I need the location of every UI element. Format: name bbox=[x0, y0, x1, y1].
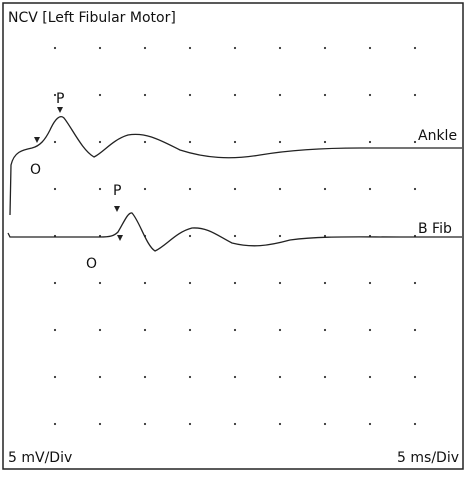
grid-dot bbox=[413, 422, 417, 426]
grid-dot bbox=[98, 422, 102, 426]
grid-dot bbox=[143, 140, 147, 144]
grid-dot bbox=[233, 234, 237, 238]
title: NCV [Left Fibular Motor] bbox=[8, 10, 176, 26]
grid-dot bbox=[368, 328, 372, 332]
grid-dot bbox=[188, 281, 192, 285]
grid-dot bbox=[368, 375, 372, 379]
grid-dot bbox=[413, 187, 417, 191]
grid-dot bbox=[368, 281, 372, 285]
ankle-peak-label: P bbox=[56, 91, 64, 107]
grid-dot bbox=[233, 93, 237, 97]
grid-dot bbox=[233, 328, 237, 332]
grid-dot bbox=[98, 46, 102, 50]
grid-dot bbox=[278, 234, 282, 238]
grid-dot bbox=[368, 422, 372, 426]
grid-dot bbox=[323, 281, 327, 285]
grid-dot bbox=[98, 140, 102, 144]
grid-dot bbox=[323, 328, 327, 332]
grid-dot bbox=[53, 375, 57, 379]
grid-dot bbox=[413, 140, 417, 144]
grid-dot bbox=[233, 187, 237, 191]
grid-dot bbox=[53, 328, 57, 332]
grid-dot bbox=[278, 187, 282, 191]
grid-dot bbox=[278, 93, 282, 97]
grid-dot bbox=[323, 375, 327, 379]
bfib-onset-label: O bbox=[86, 256, 97, 272]
grid-dot bbox=[143, 328, 147, 332]
ankle-trace bbox=[9, 115, 462, 216]
grid-dot bbox=[278, 328, 282, 332]
grid-dot bbox=[143, 187, 147, 191]
grid-dot bbox=[233, 140, 237, 144]
grid-dot bbox=[368, 93, 372, 97]
grid-dot bbox=[143, 93, 147, 97]
grid-dot bbox=[233, 281, 237, 285]
grid-dot bbox=[53, 281, 57, 285]
grid-dot bbox=[98, 187, 102, 191]
grid-dot bbox=[233, 375, 237, 379]
grid-dot bbox=[413, 281, 417, 285]
ankle-peak-marker bbox=[57, 107, 63, 113]
frame bbox=[2, 2, 464, 470]
grid-dot bbox=[143, 422, 147, 426]
grid-dot bbox=[233, 422, 237, 426]
grid-dot bbox=[233, 46, 237, 50]
ankle-onset-label: O bbox=[30, 162, 41, 178]
grid-dot bbox=[143, 281, 147, 285]
grid-dot bbox=[188, 375, 192, 379]
time-scale: 5 ms/Div bbox=[397, 450, 459, 466]
grid-dot bbox=[98, 375, 102, 379]
grid-dot bbox=[53, 422, 57, 426]
grid-dot bbox=[413, 93, 417, 97]
grid-dot bbox=[53, 140, 57, 144]
bfib-trace bbox=[7, 212, 462, 252]
grid-dot bbox=[53, 46, 57, 50]
grid-dot bbox=[53, 187, 57, 191]
bfib-peak-label: P bbox=[113, 183, 121, 199]
grid-dot bbox=[368, 187, 372, 191]
grid-dot bbox=[323, 187, 327, 191]
grid-dot bbox=[98, 328, 102, 332]
grid-dot bbox=[143, 375, 147, 379]
grid-dot bbox=[188, 422, 192, 426]
grid-dot bbox=[413, 46, 417, 50]
ankle-onset-marker bbox=[34, 137, 40, 143]
grid-dot bbox=[368, 140, 372, 144]
grid-dot bbox=[188, 187, 192, 191]
grid-dot bbox=[278, 422, 282, 426]
amplitude-scale: 5 mV/Div bbox=[8, 450, 72, 466]
grid-dot bbox=[413, 328, 417, 332]
grid-dot bbox=[188, 328, 192, 332]
grid-dot bbox=[323, 234, 327, 238]
grid-dot bbox=[278, 281, 282, 285]
grid-dot bbox=[98, 93, 102, 97]
grid-dot bbox=[98, 281, 102, 285]
grid-dot bbox=[278, 375, 282, 379]
grid-dot bbox=[413, 375, 417, 379]
bfib-peak-marker bbox=[114, 206, 120, 212]
grid-dot bbox=[143, 46, 147, 50]
grid-dot bbox=[188, 234, 192, 238]
grid-dot bbox=[188, 93, 192, 97]
grid-dot bbox=[278, 140, 282, 144]
grid-dot bbox=[53, 93, 57, 97]
grid-dot bbox=[368, 46, 372, 50]
grid-dot bbox=[188, 140, 192, 144]
grid-dot bbox=[323, 93, 327, 97]
bfib-label: B Fib bbox=[418, 221, 452, 237]
grid-dot bbox=[278, 46, 282, 50]
grid-dot bbox=[188, 46, 192, 50]
bfib-onset-marker bbox=[117, 235, 123, 241]
ankle-label: Ankle bbox=[418, 128, 457, 144]
grid-dot bbox=[323, 46, 327, 50]
grid-dot bbox=[323, 422, 327, 426]
grid-dot bbox=[323, 140, 327, 144]
